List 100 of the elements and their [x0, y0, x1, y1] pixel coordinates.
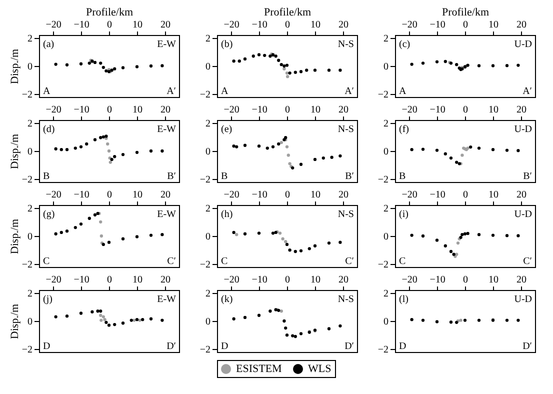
x-tick-label: 0: [285, 190, 290, 200]
y-tick-label: 2: [206, 288, 210, 300]
x-tick-label: −20: [402, 104, 418, 116]
y-tick-label: 0: [384, 316, 388, 328]
x-tick-label: 20: [338, 190, 348, 200]
annotation: E-W: [157, 39, 177, 50]
y-tick-label: 2: [384, 118, 388, 130]
x-tick-label: 20: [160, 20, 170, 30]
annotation: A′: [166, 86, 176, 97]
x-tick-label: −10: [252, 104, 268, 116]
annotation: B′: [523, 171, 532, 182]
x-tick-label: 20: [516, 274, 526, 286]
annotation: A′: [344, 86, 354, 97]
x-tick-label: 20: [516, 20, 526, 30]
x-tick-label: −10: [252, 274, 268, 286]
y-tick-label: 2: [28, 288, 32, 300]
y-tick-label: −2: [22, 260, 32, 271]
annotation: C′: [523, 256, 532, 267]
annotation: C′: [167, 256, 176, 267]
x-tick-label: −10: [74, 190, 90, 200]
annotation: D′: [522, 341, 532, 352]
x-tick-label: 10: [488, 274, 498, 286]
annotation: (k): [221, 294, 233, 305]
x-tick-label: −10: [74, 104, 90, 116]
legend-label: WLS: [308, 363, 332, 375]
y-tick-label: 2: [206, 203, 210, 214]
x-tick-label: −10: [430, 20, 446, 30]
y-tick-label: 2: [28, 33, 32, 44]
x-tick-label: −20: [224, 104, 240, 116]
y-tick-label: −2: [378, 260, 388, 271]
x-tick-label: 0: [285, 274, 290, 286]
y-tick-label: 0: [206, 62, 210, 72]
x-tick-label: −10: [252, 20, 268, 30]
x-tick-label: 10: [310, 20, 320, 30]
annotation: A: [221, 86, 229, 97]
x-tick-label: −10: [430, 274, 446, 286]
y-tick-label: 0: [384, 62, 388, 72]
x-tick-label: −20: [224, 20, 240, 30]
x-tick-label: 10: [132, 20, 142, 30]
y-axis-title: Disp./m: [8, 303, 21, 340]
y-tick-label: −2: [200, 90, 210, 101]
annotation: (e): [221, 124, 232, 135]
x-axis-title: Profile/km: [442, 6, 490, 18]
annotation: U-D: [514, 209, 532, 220]
y-tick-label: 2: [384, 288, 388, 300]
y-tick-label: −2: [200, 344, 210, 356]
annotation: (c): [399, 39, 410, 50]
y-tick-label: −2: [22, 344, 32, 356]
y-tick-label: 2: [384, 33, 388, 44]
x-tick-label: −10: [252, 190, 268, 200]
y-axis-title: Disp./m: [8, 218, 21, 254]
annotation: B′: [345, 171, 354, 182]
annotation: (l): [399, 294, 408, 305]
x-tick-label: 20: [338, 274, 348, 286]
x-tick-label: −10: [430, 190, 446, 200]
y-tick-label: 2: [206, 33, 210, 44]
annotation: A′: [522, 86, 532, 97]
y-tick-label: 0: [206, 232, 210, 242]
x-tick-label: 0: [463, 190, 468, 200]
annotation: B′: [167, 171, 176, 182]
x-tick-label: −20: [224, 274, 240, 286]
x-tick-label: −10: [74, 274, 90, 286]
x-tick-label: −20: [402, 190, 418, 200]
annotation: D: [43, 341, 50, 352]
y-tick-label: 0: [28, 316, 32, 328]
x-tick-label: 20: [160, 274, 170, 286]
annotation: C′: [345, 256, 354, 267]
x-tick-label: −20: [46, 190, 62, 200]
x-tick-label: 10: [488, 20, 498, 30]
y-tick-label: 2: [384, 203, 388, 214]
y-tick-label: 2: [28, 203, 32, 214]
annotation: C: [221, 256, 228, 267]
annotation: A: [43, 86, 51, 97]
x-axis-title: Profile/km: [86, 6, 134, 18]
x-tick-label: 20: [516, 190, 526, 200]
x-tick-label: 10: [310, 104, 320, 116]
x-tick-label: 0: [107, 274, 112, 286]
y-tick-label: 0: [206, 316, 210, 328]
x-tick-label: 10: [132, 274, 142, 286]
x-tick-label: −20: [402, 274, 418, 286]
y-tick-label: 0: [28, 62, 32, 72]
x-tick-label: 20: [338, 104, 348, 116]
y-tick-label: −2: [378, 344, 388, 356]
annotation: (h): [221, 209, 233, 220]
annotation: D′: [166, 341, 176, 352]
x-tick-label: 10: [488, 190, 498, 200]
y-axis-title: Disp./m: [8, 48, 21, 84]
y-tick-label: 2: [28, 118, 32, 130]
y-tick-label: 0: [28, 232, 32, 242]
annotation: E-W: [157, 209, 177, 220]
y-tick-label: 2: [206, 118, 210, 130]
y-tick-label: 0: [384, 146, 388, 158]
x-tick-label: −20: [402, 20, 418, 30]
x-tick-label: 0: [463, 20, 468, 30]
x-tick-label: 10: [488, 104, 498, 116]
x-tick-label: 20: [516, 104, 526, 116]
y-tick-label: −2: [378, 90, 388, 101]
annotation: U-D: [514, 294, 532, 305]
annotation: B: [221, 171, 228, 182]
y-tick-label: 0: [28, 146, 32, 158]
